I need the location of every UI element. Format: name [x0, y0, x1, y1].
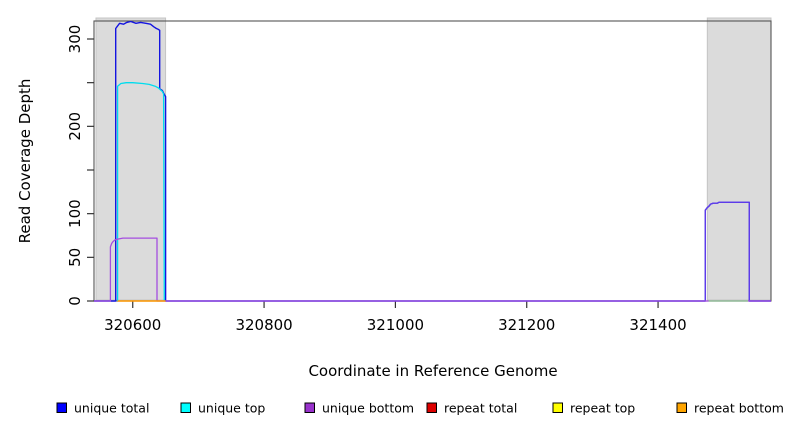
y-tick-label: 100	[66, 199, 84, 228]
legend-label-unique-bottom: unique bottom	[322, 401, 414, 416]
legend-swatch-unique-total	[56, 402, 67, 413]
series-unique-bottom-right-overlay	[704, 201, 750, 301]
x-tick-label: 320800	[235, 316, 292, 334]
y-axis-title: Read Coverage Depth	[16, 79, 34, 244]
y-tick-label: 50	[66, 248, 84, 267]
legend-label-unique-total: unique total	[74, 401, 149, 416]
x-tick-label: 320600	[104, 316, 161, 334]
y-tick-label: 0	[66, 296, 84, 306]
series-unique-bottom	[94, 237, 771, 302]
repeat-region-right	[706, 17, 772, 301]
legend-label-repeat-total: repeat total	[444, 401, 517, 416]
plot-box	[93, 20, 772, 302]
legend-label-unique-top: unique top	[198, 401, 265, 416]
legend-label-repeat-bottom: repeat bottom	[694, 401, 784, 416]
legend-swatch-repeat-top	[552, 402, 563, 413]
x-tick-label: 321400	[629, 316, 686, 334]
series-unique-total	[94, 20, 771, 302]
legend-label-repeat-top: repeat top	[570, 401, 635, 416]
series-unique-top	[116, 82, 165, 302]
y-tick-label: 300	[66, 25, 84, 54]
legend-swatch-unique-bottom	[304, 402, 315, 413]
legend-swatch-repeat-total	[426, 402, 437, 413]
x-tick-label: 321000	[367, 316, 424, 334]
y-tick-label: 200	[66, 112, 84, 141]
repeat-region-left	[95, 17, 167, 301]
legend-swatch-unique-top	[180, 402, 191, 413]
legend-swatch-repeat-bottom	[676, 402, 687, 413]
x-axis-title: Coordinate in Reference Genome	[308, 362, 557, 380]
x-tick-label: 321200	[498, 316, 555, 334]
